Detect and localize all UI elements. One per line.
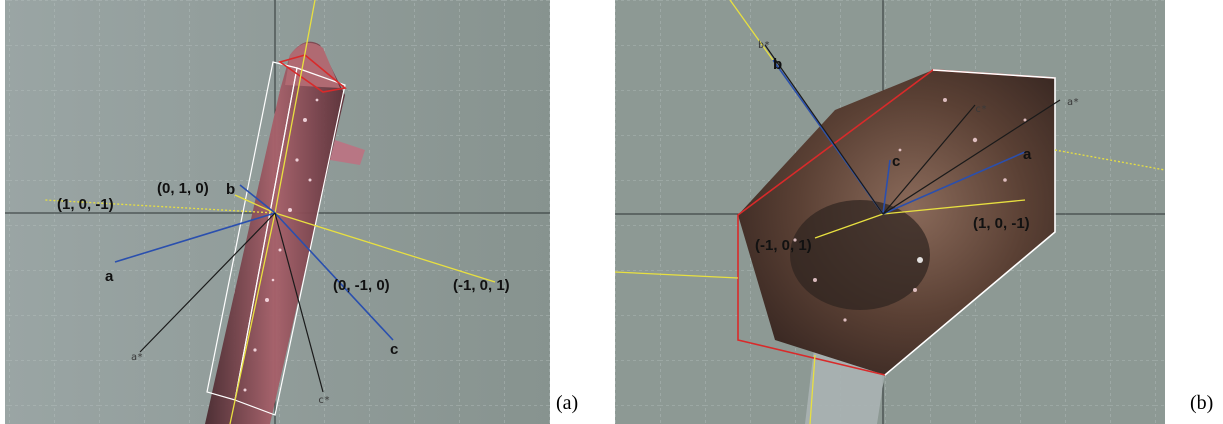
- crystal-b-overlay: [615, 0, 1165, 424]
- crystal-inclusion: [790, 200, 930, 310]
- label-m101: (-1, 0, 1): [755, 237, 812, 254]
- crystal-top-outline: [278, 54, 347, 93]
- label-b-axis: b: [226, 181, 236, 198]
- label-b-star: b*: [758, 40, 771, 51]
- label-c-axis: c: [892, 153, 901, 170]
- crystal-photo-a: (0, 1, 0) b (1, 0, -1) a (0, -1, 0) (-1,…: [5, 0, 550, 424]
- crystal-side-fragment: [330, 140, 365, 165]
- label-c-axis: c: [390, 341, 399, 358]
- panel-a-caption: (a): [556, 392, 579, 414]
- crystal-axes-blue: [114, 184, 394, 341]
- label-10m1: (1, 0, -1): [973, 215, 1030, 232]
- label-010: (0, 1, 0): [157, 180, 209, 197]
- reciprocal-axes-black: [764, 44, 1061, 215]
- label-c-star: c*: [318, 395, 331, 406]
- label-c-star: c*: [975, 104, 988, 115]
- reciprocal-axes-black: [139, 212, 324, 393]
- crystal-tip: [285, 42, 340, 88]
- label-m101: (-1, 0, 1): [453, 277, 510, 294]
- label-10m1: (1, 0, -1): [57, 196, 114, 213]
- crystal-white-outline: [884, 69, 1056, 376]
- label-a-star: a*: [1067, 97, 1080, 108]
- crystal-speckles: [793, 98, 1027, 322]
- label-a-star: a*: [131, 352, 144, 363]
- crystal-speckles: [243, 98, 319, 392]
- crystal-photo-b: b* b c* a* c a (-1, 0, 1) (1, 0, -1): [615, 0, 1165, 424]
- label-b-axis: b: [773, 56, 783, 73]
- label-a-axis: a: [1023, 146, 1032, 163]
- face-normal-lines: [44, 0, 496, 424]
- crystal-a-overlay: [5, 0, 550, 424]
- label-0m10: (0, -1, 0): [333, 277, 390, 294]
- panel-b-caption: (b): [1190, 392, 1214, 414]
- label-a-axis: a: [105, 268, 114, 285]
- crystal-rod: [205, 41, 345, 424]
